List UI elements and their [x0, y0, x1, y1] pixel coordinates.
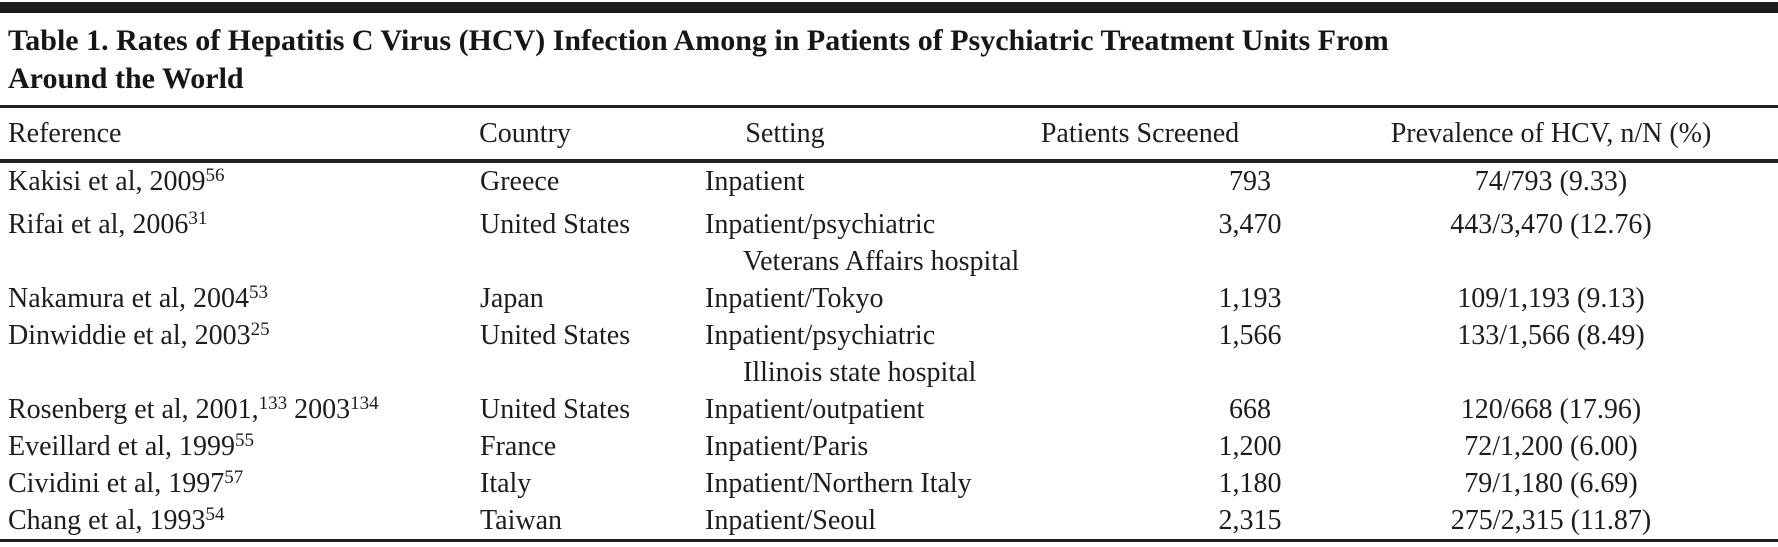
citation-superscript: 31 [188, 208, 208, 230]
table-row: Rifai et al, 200631 United States Inpati… [0, 200, 1778, 280]
rule-bottom [0, 539, 1778, 542]
cell-setting: Inpatient/Seoul [705, 505, 877, 536]
cell-setting: Inpatient [705, 166, 805, 197]
cell-prevalence: 120/668 (17.96) [1460, 394, 1642, 425]
reference-text: Rifai et al, 2006 [8, 209, 189, 240]
cell-reference: Nakamura et al, 200453 [0, 280, 430, 317]
cell-country: Italy [480, 468, 532, 499]
cell-prevalence: 443/3,470 (12.76) [1450, 209, 1652, 240]
reference-text: Cividini et al, 1997 [8, 468, 225, 499]
citation-superscript: 56 [205, 165, 225, 187]
cell-screened: 1,200 [1218, 431, 1282, 462]
cell-country: Greece [480, 166, 560, 197]
reference-text: 2003 [287, 394, 351, 425]
cell-setting: Inpatient/Northern Italy [705, 468, 972, 499]
citation-superscript: 54 [205, 504, 225, 526]
table-row: Dinwiddie et al, 200325 United States In… [0, 317, 1778, 391]
table-title: Table 1. Rates of Hepatitis C Virus (HCV… [0, 13, 1778, 105]
cell-reference: Eveillard et al, 199955 [0, 428, 430, 465]
cell-screened: 1,193 [1218, 283, 1282, 314]
table-title-line-2: Around the World [8, 62, 244, 95]
table-row: Cividini et al, 199757 Italy Inpatient/N… [0, 465, 1778, 502]
cell-screened: 793 [1229, 166, 1271, 197]
reference-text: Eveillard et al, 1999 [8, 431, 236, 462]
cell-setting: Inpatient/psychiatric Illinois state hos… [620, 317, 977, 391]
cell-prevalence: 275/2,315 (11.87) [1450, 505, 1652, 536]
citation-superscript: 53 [249, 282, 269, 304]
cell-screened: 1,566 [1218, 320, 1282, 351]
cell-screened: 668 [1229, 394, 1271, 425]
col-header-screened: Patients Screened [1040, 118, 1240, 149]
cell-prevalence: 133/1,566 (8.49) [1457, 320, 1645, 351]
cell-setting: Inpatient/Tokyo [705, 283, 884, 314]
cell-reference: Rifai et al, 200631 [0, 206, 430, 243]
col-header-prevalence: Prevalence of HCV, n/N (%) [1390, 118, 1712, 149]
rule-below-header [0, 159, 1778, 163]
table-title-line-1: Table 1. Rates of Hepatitis C Virus (HCV… [8, 24, 1389, 57]
table-row: Nakamura et al, 200453 Japan Inpatient/T… [0, 280, 1778, 317]
citation-superscript: 55 [235, 430, 255, 452]
col-header-reference: Reference [8, 118, 122, 149]
cell-country: United States [480, 394, 631, 425]
setting-line-1: Inpatient/psychiatric [705, 209, 936, 240]
col-header-setting: Setting [745, 118, 825, 149]
citation-superscript: 25 [250, 319, 270, 341]
reference-text: Kakisi et al, 2009 [8, 166, 206, 197]
reference-text: Nakamura et al, 2004 [8, 283, 250, 314]
cell-country: Taiwan [480, 505, 563, 536]
rule-above-header [0, 105, 1778, 108]
setting-line-2: Veterans Affairs hospital [743, 246, 1020, 277]
citation-superscript: 134 [350, 393, 379, 415]
reference-text: Chang et al, 1993 [8, 505, 206, 536]
cell-reference: Rosenberg et al, 2001,133 2003134 [0, 391, 430, 428]
table-row: Chang et al, 199354 Taiwan Inpatient/Seo… [0, 502, 1778, 539]
reference-text: Rosenberg et al, 2001, [8, 394, 259, 425]
cell-reference: Cividini et al, 199757 [0, 465, 430, 502]
cell-screened: 1,180 [1218, 468, 1282, 499]
reference-text: Dinwiddie et al, 2003 [8, 320, 251, 351]
cell-setting: Inpatient/outpatient [705, 394, 925, 425]
cell-prevalence: 72/1,200 (6.00) [1464, 431, 1638, 462]
cell-prevalence: 79/1,180 (6.69) [1464, 468, 1638, 499]
cell-screened: 3,470 [1218, 209, 1282, 240]
cell-reference: Chang et al, 199354 [0, 502, 430, 539]
cell-reference: Kakisi et al, 200956 [0, 163, 430, 200]
citation-superscript: 133 [258, 393, 288, 415]
col-header-country: Country [479, 118, 571, 149]
top-rule-bar [0, 2, 1778, 13]
setting-line-1: Inpatient/psychiatric [705, 320, 936, 351]
cell-setting: Inpatient/psychiatric Veterans Affairs h… [620, 206, 1020, 280]
cell-prevalence: 109/1,193 (9.13) [1457, 283, 1645, 314]
cell-country: United States [480, 209, 631, 240]
cell-country: United States [480, 320, 631, 351]
setting-line-2: Illinois state hospital [743, 357, 977, 388]
cell-country: France [480, 431, 557, 462]
cell-reference: Dinwiddie et al, 200325 [0, 317, 430, 354]
cell-setting: Inpatient/Paris [705, 431, 869, 462]
table-row: Kakisi et al, 200956 Greece Inpatient 79… [0, 163, 1778, 200]
cell-screened: 2,315 [1218, 505, 1282, 536]
table-row: Eveillard et al, 199955 France Inpatient… [0, 428, 1778, 465]
table-header-row: Reference Country Setting Patients Scree… [0, 108, 1778, 159]
citation-superscript: 57 [224, 467, 244, 489]
cell-country: Japan [480, 283, 544, 314]
table-row: Rosenberg et al, 2001,133 2003134 United… [0, 391, 1778, 428]
cell-prevalence: 74/793 (9.33) [1474, 166, 1628, 197]
